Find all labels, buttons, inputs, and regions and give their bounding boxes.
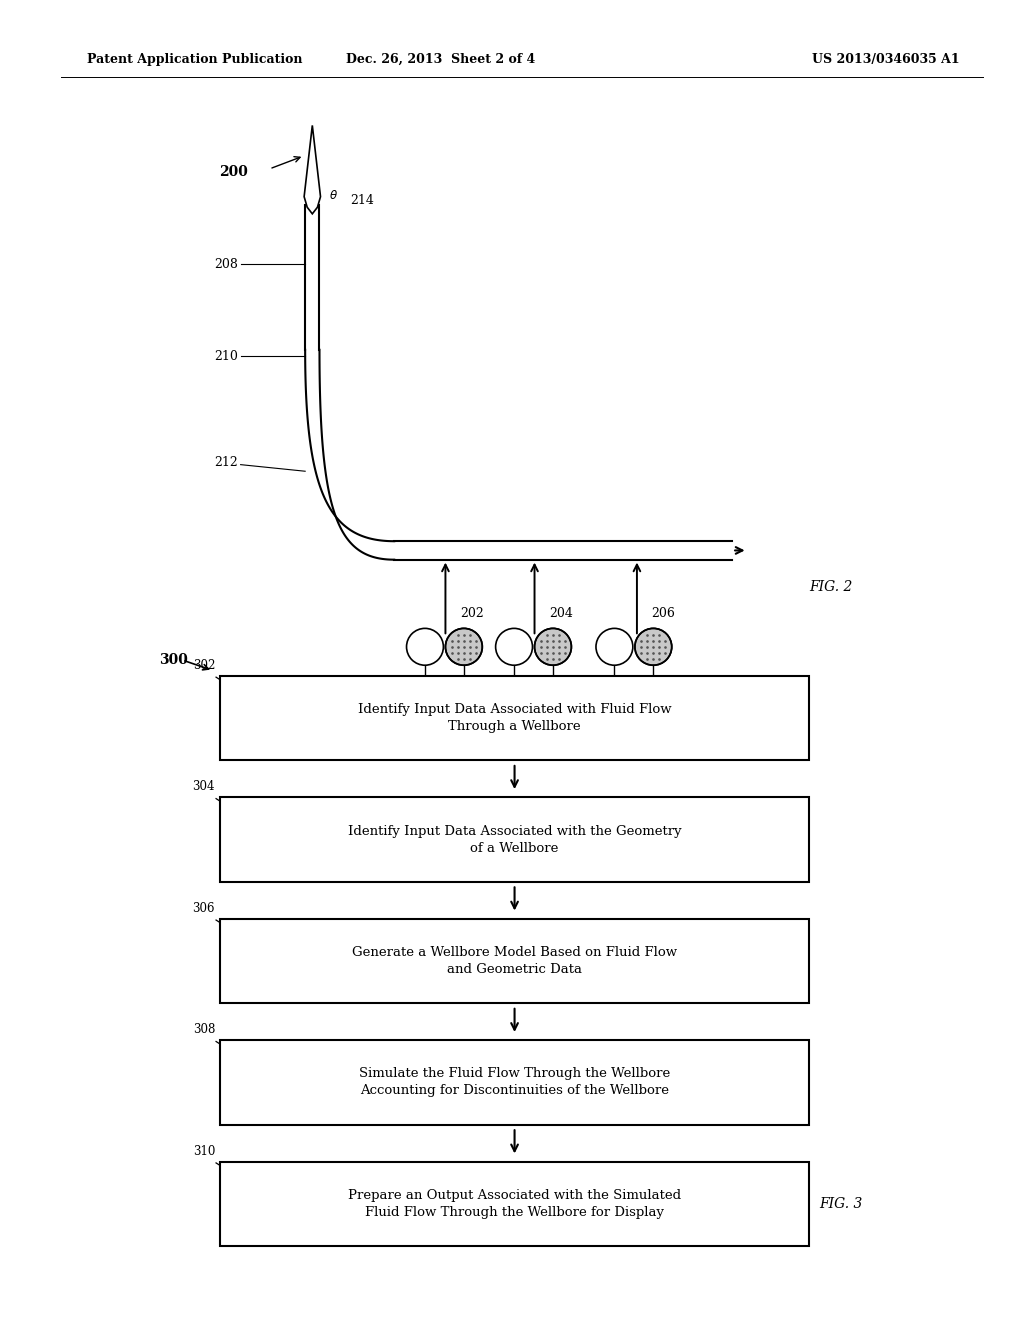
Text: 302: 302: [193, 659, 215, 672]
Ellipse shape: [535, 628, 571, 665]
Ellipse shape: [596, 628, 633, 665]
Ellipse shape: [635, 628, 672, 665]
Text: 208: 208: [214, 257, 238, 271]
FancyBboxPatch shape: [220, 919, 809, 1003]
Text: 300: 300: [159, 653, 187, 667]
Text: 308: 308: [193, 1023, 215, 1036]
Polygon shape: [304, 125, 321, 214]
Text: Patent Application Publication: Patent Application Publication: [87, 53, 302, 66]
FancyBboxPatch shape: [220, 797, 809, 882]
Text: 304: 304: [193, 780, 215, 793]
Text: 204: 204: [549, 607, 572, 620]
Text: Dec. 26, 2013  Sheet 2 of 4: Dec. 26, 2013 Sheet 2 of 4: [346, 53, 535, 66]
Text: 204b: 204b: [540, 713, 566, 722]
FancyBboxPatch shape: [220, 1162, 809, 1246]
Text: 214: 214: [350, 194, 374, 207]
Text: 202: 202: [460, 607, 483, 620]
Text: Identify Input Data Associated with the Geometry
of a Wellbore: Identify Input Data Associated with the …: [348, 825, 681, 854]
Text: 310: 310: [193, 1144, 215, 1158]
Text: 206: 206: [651, 607, 675, 620]
Text: 210: 210: [214, 350, 238, 363]
Text: 204a: 204a: [501, 713, 527, 722]
Text: 202b: 202b: [451, 713, 477, 722]
Text: 212: 212: [214, 455, 238, 469]
Text: 206a: 206a: [601, 713, 628, 722]
Text: FIG. 2: FIG. 2: [809, 581, 852, 594]
Text: US 2013/0346035 A1: US 2013/0346035 A1: [812, 53, 959, 66]
Text: Generate a Wellbore Model Based on Fluid Flow
and Geometric Data: Generate a Wellbore Model Based on Fluid…: [352, 946, 677, 975]
Text: 200: 200: [219, 165, 248, 178]
Text: 306: 306: [193, 902, 215, 915]
Text: 202a: 202a: [412, 713, 438, 722]
FancyBboxPatch shape: [220, 1040, 809, 1125]
Text: Identify Input Data Associated with Fluid Flow
Through a Wellbore: Identify Input Data Associated with Flui…: [357, 704, 672, 733]
FancyBboxPatch shape: [220, 676, 809, 760]
Text: 206b: 206b: [640, 713, 667, 722]
Ellipse shape: [496, 628, 532, 665]
Text: Prepare an Output Associated with the Simulated
Fluid Flow Through the Wellbore : Prepare an Output Associated with the Si…: [348, 1189, 681, 1218]
Ellipse shape: [445, 628, 482, 665]
Ellipse shape: [407, 628, 443, 665]
Text: Simulate the Fluid Flow Through the Wellbore
Accounting for Discontinuities of t: Simulate the Fluid Flow Through the Well…: [359, 1068, 670, 1097]
Text: $\theta$: $\theta$: [329, 189, 338, 202]
Text: FIG. 3: FIG. 3: [819, 1197, 862, 1210]
